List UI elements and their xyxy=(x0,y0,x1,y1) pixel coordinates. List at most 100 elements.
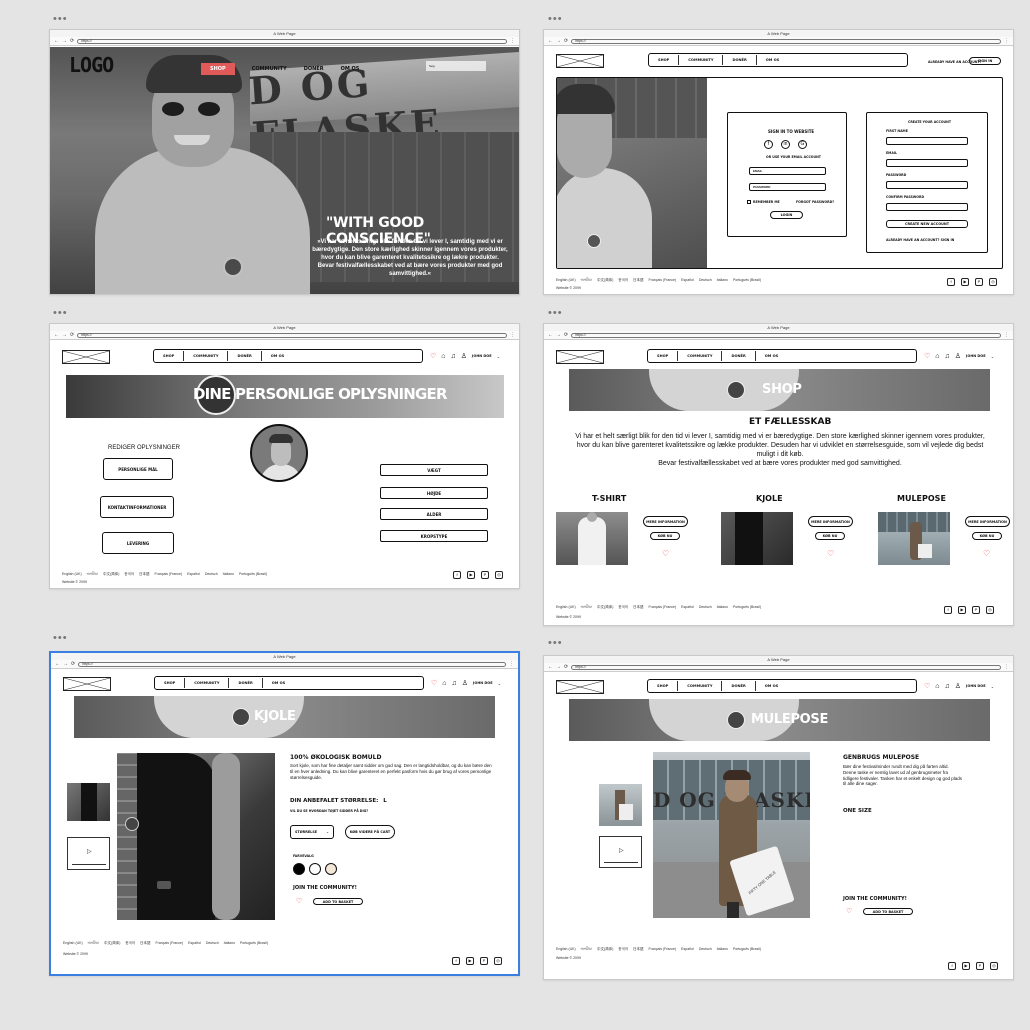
lang-link[interactable]: 中文(简体) xyxy=(597,947,614,951)
age-button[interactable]: ALDER xyxy=(380,508,488,520)
user-icon[interactable]: ♙ xyxy=(461,680,469,687)
forward-icon[interactable]: → xyxy=(556,332,561,338)
back-icon[interactable]: ← xyxy=(548,664,553,670)
more-info-button-kjole[interactable]: MERE INFORMATION xyxy=(808,516,853,527)
lang-link[interactable]: Français (France) xyxy=(155,941,184,945)
lang-link[interactable]: Deutsch xyxy=(698,278,712,282)
reload-icon[interactable]: ⟳ xyxy=(71,661,76,667)
facebook-icon[interactable]: f xyxy=(944,606,952,614)
contact-info-button[interactable]: KONTAKTINFORMATIONER xyxy=(100,496,174,518)
password-field[interactable]: PASSWORD xyxy=(749,183,826,191)
nav-shop[interactable]: SHOP xyxy=(154,351,185,361)
logo-placeholder[interactable] xyxy=(556,680,604,694)
lang-link[interactable]: Deutsch xyxy=(204,572,218,576)
color-swatch-beige[interactable] xyxy=(325,863,337,875)
lang-link[interactable]: অসমীয়া xyxy=(580,947,593,951)
instagram-icon[interactable]: ◎ xyxy=(990,962,998,970)
add-to-cart-button[interactable]: KØB VIDERE PÅ CART xyxy=(345,825,395,839)
reload-icon[interactable]: ⟳ xyxy=(70,332,75,338)
instagram-icon[interactable]: ◎ xyxy=(494,957,502,965)
basket-icon[interactable]: ⌂ xyxy=(935,682,940,690)
forgot-password-link[interactable]: FORGOT PASSWORD? xyxy=(796,200,835,204)
back-icon[interactable]: ← xyxy=(54,38,59,44)
facebook-icon[interactable]: f xyxy=(452,957,460,965)
nav-om-os[interactable]: OM OS xyxy=(764,354,779,358)
reload-icon[interactable]: ⟳ xyxy=(564,38,569,44)
heart-icon[interactable]: ♡ xyxy=(924,683,931,690)
lang-link[interactable]: 日本語 xyxy=(633,278,644,282)
lang-link[interactable]: Italiano xyxy=(716,947,728,951)
lang-link[interactable]: Italiano xyxy=(223,941,235,945)
personal-goals-button[interactable]: PERSONLIGE MÅL xyxy=(103,458,173,480)
heart-icon[interactable]: ♡ xyxy=(296,898,303,905)
delivery-button[interactable]: LEVERING xyxy=(102,532,174,554)
nav-doner[interactable]: DONÉR xyxy=(723,55,757,65)
product-image-kjole[interactable] xyxy=(721,512,793,565)
logo[interactable]: LOGO xyxy=(69,53,114,77)
nav-community[interactable]: COMMUNITY xyxy=(678,351,723,361)
lang-link[interactable]: English (UK) xyxy=(556,605,576,609)
back-icon[interactable]: ← xyxy=(55,661,60,667)
lang-link[interactable]: Italiano xyxy=(716,605,728,609)
browser-menu-icon[interactable]: ⋮ xyxy=(1004,332,1009,338)
email-field[interactable]: EMAIL xyxy=(749,167,826,175)
youtube-icon[interactable]: ▶ xyxy=(962,962,970,970)
lang-link[interactable]: Français (France) xyxy=(648,278,677,282)
logo-placeholder[interactable] xyxy=(556,350,604,364)
nav-om-os[interactable]: OM OS xyxy=(765,58,780,62)
buy-button-mulepose[interactable]: KØB NU xyxy=(972,532,1002,540)
create-email-field[interactable] xyxy=(886,159,968,167)
add-to-basket-button[interactable]: ADD TO BASKET xyxy=(863,908,913,915)
lang-link[interactable]: Español xyxy=(681,947,694,951)
forward-icon[interactable]: → xyxy=(556,38,561,44)
thumbnail-bag[interactable] xyxy=(599,784,642,826)
user-icon[interactable]: ♙ xyxy=(954,683,962,690)
basket-icon[interactable]: ⌂ xyxy=(441,352,446,360)
product-image-tshirt[interactable] xyxy=(556,512,628,565)
pinterest-icon[interactable]: P xyxy=(975,278,983,286)
nav-om-os[interactable]: OM OS xyxy=(340,66,360,72)
lang-link[interactable]: English (UK) xyxy=(63,941,83,945)
pinterest-icon[interactable]: P xyxy=(481,571,489,579)
instagram-icon[interactable]: ◎ xyxy=(986,606,994,614)
lang-link[interactable]: অসমীয়া xyxy=(580,278,593,282)
lang-link[interactable]: 日本語 xyxy=(633,605,644,609)
bell-icon[interactable]: ♫ xyxy=(944,682,950,690)
chevron-down-icon[interactable]: ⌄ xyxy=(497,680,502,686)
facebook-icon[interactable]: f xyxy=(947,278,955,286)
browser-menu-icon[interactable]: ⋮ xyxy=(1004,38,1009,44)
thumbnail-dress[interactable] xyxy=(67,783,110,821)
lang-link[interactable]: 日本語 xyxy=(140,941,151,945)
confirm-password-field[interactable] xyxy=(886,203,968,211)
first-name-field[interactable] xyxy=(886,137,968,145)
login-button[interactable]: LOGIN xyxy=(770,211,803,219)
url-input[interactable]: https:// xyxy=(77,332,507,338)
nav-om-os[interactable]: OM OS xyxy=(270,354,285,358)
bell-icon[interactable]: ♫ xyxy=(451,679,457,687)
weight-button[interactable]: VÆGT xyxy=(380,464,488,476)
logo-placeholder[interactable] xyxy=(62,350,110,364)
thumbnail-video[interactable]: ▷ xyxy=(67,837,110,870)
user-icon[interactable]: ♙ xyxy=(954,353,962,360)
sign-in-button[interactable]: SIGN IN xyxy=(969,57,1001,65)
search-input[interactable]: Søg xyxy=(426,61,486,71)
url-input[interactable]: https:// xyxy=(571,38,1001,44)
basket-icon[interactable]: ⌂ xyxy=(935,352,940,360)
youtube-icon[interactable]: ▶ xyxy=(958,606,966,614)
create-password-field[interactable] xyxy=(886,181,968,189)
nav-community[interactable]: COMMUNITY xyxy=(184,351,229,361)
youtube-icon[interactable]: ▶ xyxy=(466,957,474,965)
lang-link[interactable]: 日本語 xyxy=(633,947,644,951)
facebook-icon[interactable]: f xyxy=(453,571,461,579)
url-input[interactable]: https:// xyxy=(77,38,507,44)
youtube-icon[interactable]: ▶ xyxy=(467,571,475,579)
lang-link[interactable]: Français (France) xyxy=(648,605,677,609)
height-button[interactable]: HØJDE xyxy=(380,487,488,499)
heart-icon[interactable]: ♡ xyxy=(662,549,670,558)
nav-community[interactable]: COMMUNITY xyxy=(679,55,724,65)
body-type-button[interactable]: KROPSTYPE xyxy=(380,530,488,542)
chevron-down-icon[interactable]: ⌄ xyxy=(990,683,995,689)
create-account-button[interactable]: CREATE NEW ACCOUNT xyxy=(886,220,968,228)
nav-doner[interactable]: DONÉR xyxy=(229,678,263,688)
lang-link[interactable]: Français (France) xyxy=(154,572,183,576)
